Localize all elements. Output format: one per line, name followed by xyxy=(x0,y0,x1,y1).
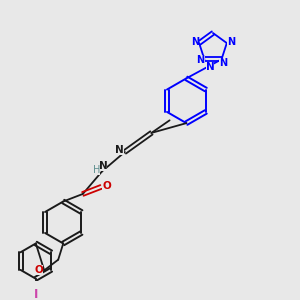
Text: I: I xyxy=(34,288,38,300)
Text: H: H xyxy=(93,165,100,176)
Text: O: O xyxy=(102,182,111,191)
Text: N: N xyxy=(206,62,214,72)
Text: N: N xyxy=(191,37,199,47)
Text: O: O xyxy=(34,265,43,275)
Text: N: N xyxy=(115,145,124,155)
Text: N: N xyxy=(196,56,205,65)
Text: N: N xyxy=(227,37,235,47)
Text: N: N xyxy=(219,58,227,68)
Text: N: N xyxy=(99,161,107,171)
